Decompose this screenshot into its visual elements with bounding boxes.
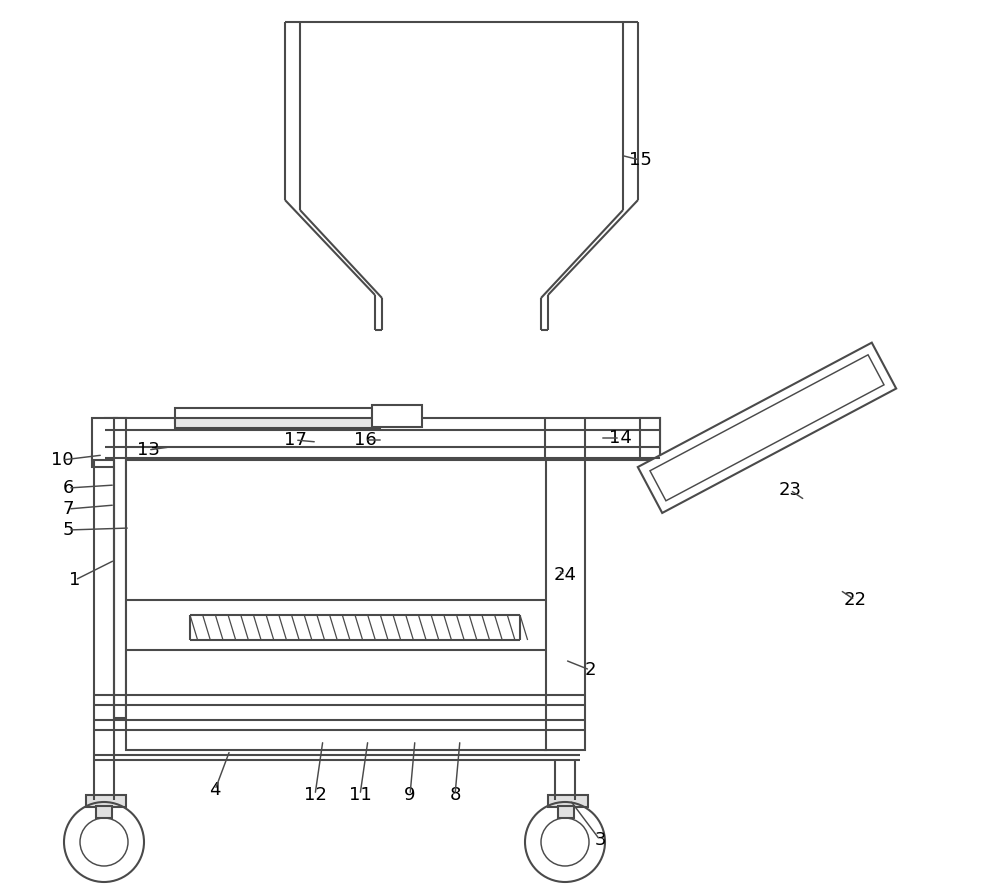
- Text: 9: 9: [404, 786, 416, 804]
- Text: 13: 13: [137, 441, 159, 459]
- Text: 3: 3: [594, 831, 606, 849]
- Text: 8: 8: [449, 786, 461, 804]
- Polygon shape: [650, 355, 884, 501]
- Bar: [372, 405, 422, 427]
- Bar: [280, 460, 330, 700]
- Text: 14: 14: [609, 429, 631, 447]
- Text: 7: 7: [62, 500, 74, 518]
- Bar: [114, 418, 126, 718]
- Bar: [545, 460, 585, 750]
- Text: 15: 15: [629, 151, 651, 169]
- Bar: [143, 500, 175, 555]
- Text: 2: 2: [584, 661, 596, 679]
- Bar: [96, 806, 112, 818]
- Text: 12: 12: [304, 786, 326, 804]
- Bar: [92, 455, 117, 467]
- Text: 1: 1: [69, 571, 81, 589]
- Text: 22: 22: [844, 591, 866, 609]
- Text: 24: 24: [554, 566, 576, 584]
- Text: 10: 10: [51, 451, 73, 469]
- Text: 6: 6: [62, 479, 74, 497]
- Text: 16: 16: [354, 431, 376, 449]
- Text: 17: 17: [284, 431, 306, 449]
- Bar: [548, 795, 588, 807]
- Bar: [105, 418, 660, 460]
- Bar: [92, 418, 117, 460]
- Bar: [455, 460, 505, 620]
- Bar: [86, 795, 126, 807]
- Bar: [558, 806, 574, 818]
- Bar: [175, 418, 380, 428]
- Bar: [126, 460, 546, 750]
- Text: 4: 4: [209, 781, 221, 799]
- Bar: [130, 490, 190, 565]
- Text: 5: 5: [62, 521, 74, 539]
- Bar: [470, 490, 530, 565]
- Text: 23: 23: [778, 481, 802, 499]
- Bar: [483, 500, 515, 555]
- Bar: [640, 418, 660, 460]
- Text: 11: 11: [349, 786, 371, 804]
- Polygon shape: [638, 343, 896, 513]
- Bar: [175, 408, 380, 423]
